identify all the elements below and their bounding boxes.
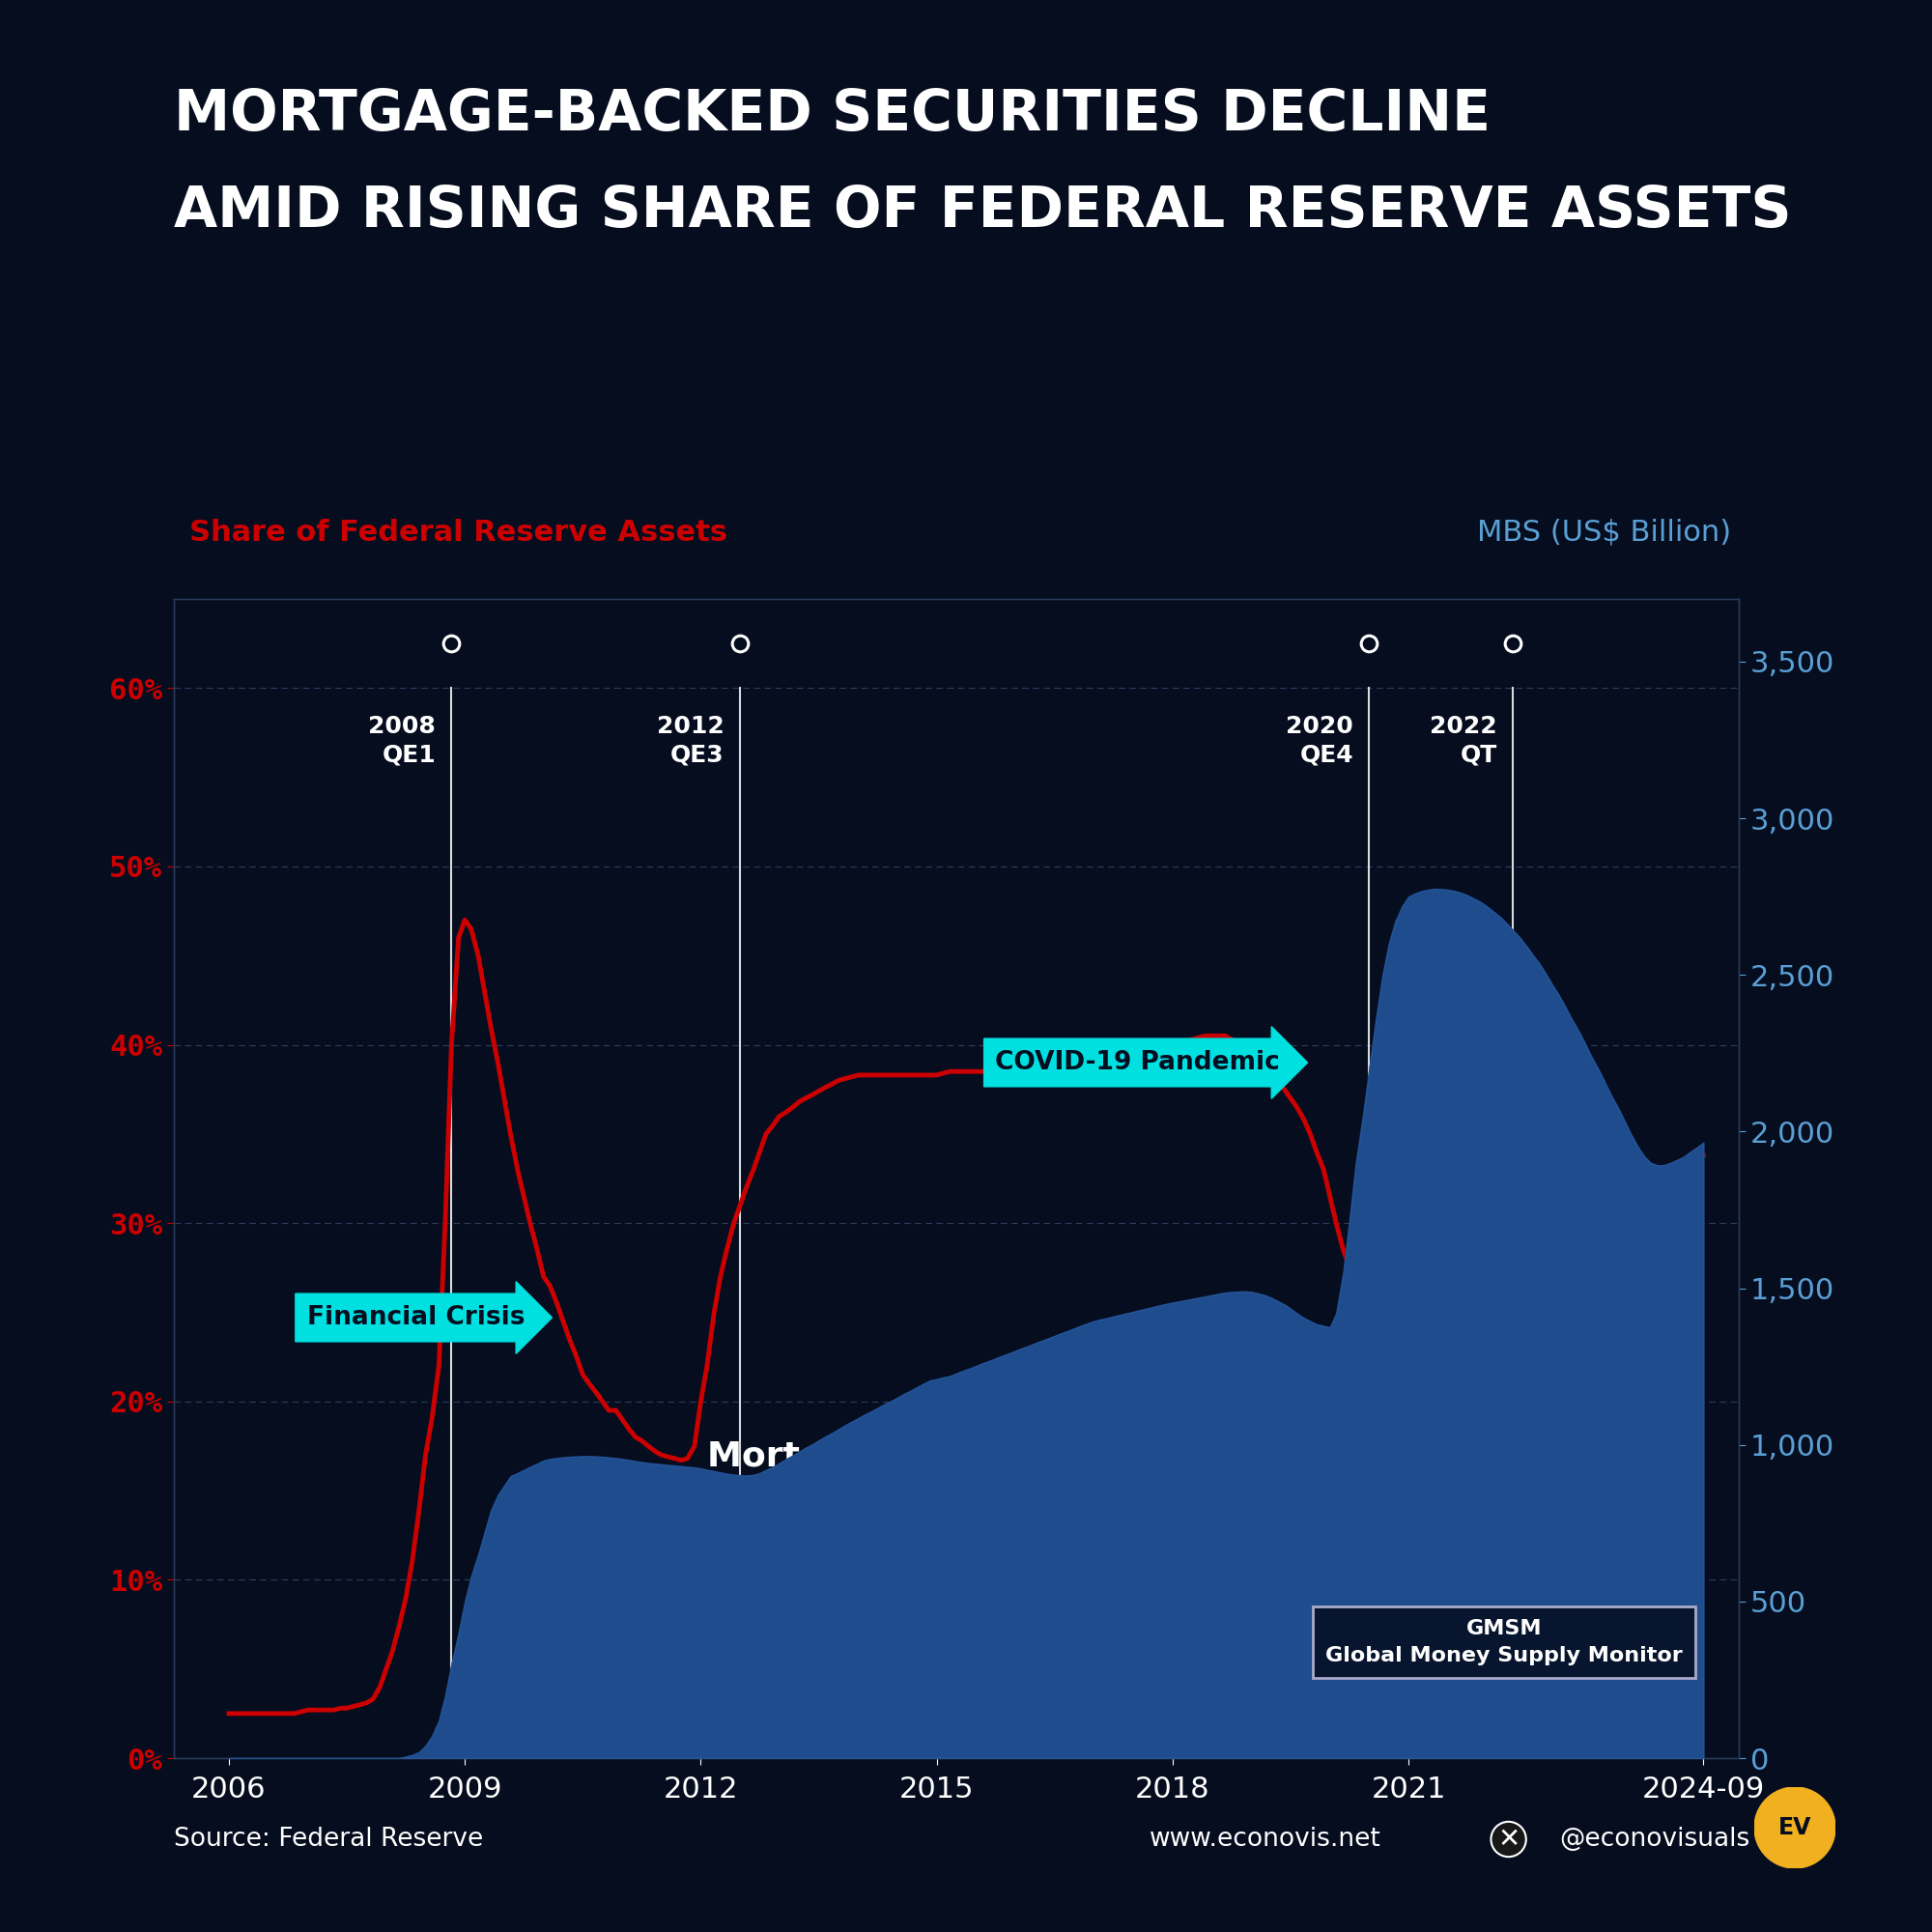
Text: Source: Federal Reserve: Source: Federal Reserve bbox=[174, 1828, 483, 1851]
Text: 2012
QE3: 2012 QE3 bbox=[657, 715, 724, 767]
Text: MORTGAGE-BACKED SECURITIES DECLINE: MORTGAGE-BACKED SECURITIES DECLINE bbox=[174, 87, 1492, 143]
Text: COVID-19 Pandemic: COVID-19 Pandemic bbox=[995, 1051, 1281, 1074]
Text: 2008
QE1: 2008 QE1 bbox=[369, 715, 437, 767]
Text: 2022
QT: 2022 QT bbox=[1430, 715, 1497, 767]
Text: ✕: ✕ bbox=[1497, 1826, 1520, 1853]
Text: MBS (US$ Billion): MBS (US$ Billion) bbox=[1476, 518, 1731, 547]
Text: Financial Crisis: Financial Crisis bbox=[307, 1306, 526, 1329]
Text: @econovisuals: @econovisuals bbox=[1559, 1828, 1750, 1851]
Text: GMSM
Global Money Supply Monitor: GMSM Global Money Supply Monitor bbox=[1325, 1619, 1683, 1665]
Text: Share of Federal Reserve Assets: Share of Federal Reserve Assets bbox=[189, 518, 728, 547]
Text: EV: EV bbox=[1777, 1816, 1812, 1839]
Circle shape bbox=[1754, 1787, 1835, 1868]
Text: 2020
QE4: 2020 QE4 bbox=[1287, 715, 1354, 767]
Text: www.econovis.net: www.econovis.net bbox=[1150, 1828, 1381, 1851]
Text: AMID RISING SHARE OF FEDERAL RESERVE ASSETS: AMID RISING SHARE OF FEDERAL RESERVE ASS… bbox=[174, 184, 1791, 238]
Text: Mortgage-Backed Securities (MBS): Mortgage-Backed Securities (MBS) bbox=[707, 1441, 1393, 1472]
